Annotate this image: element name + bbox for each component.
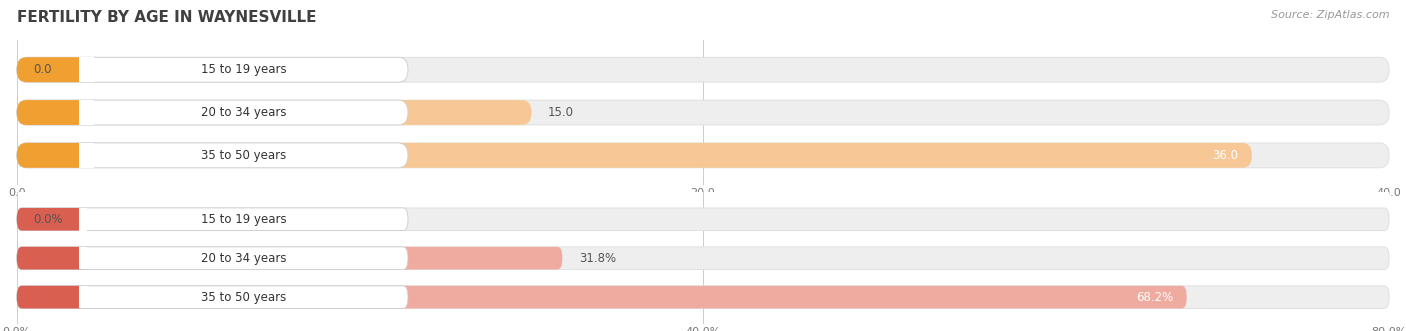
FancyBboxPatch shape <box>17 100 89 125</box>
FancyBboxPatch shape <box>80 208 87 230</box>
Text: 35 to 50 years: 35 to 50 years <box>201 291 287 304</box>
FancyBboxPatch shape <box>17 143 408 168</box>
FancyBboxPatch shape <box>17 286 408 308</box>
Text: 15 to 19 years: 15 to 19 years <box>201 63 287 76</box>
FancyBboxPatch shape <box>17 57 408 82</box>
FancyBboxPatch shape <box>80 247 87 269</box>
FancyBboxPatch shape <box>80 57 94 82</box>
FancyBboxPatch shape <box>17 247 562 269</box>
FancyBboxPatch shape <box>17 286 1187 308</box>
FancyBboxPatch shape <box>17 208 84 230</box>
Text: 31.8%: 31.8% <box>579 252 616 265</box>
Text: 36.0: 36.0 <box>1212 149 1239 162</box>
FancyBboxPatch shape <box>17 57 1389 82</box>
FancyBboxPatch shape <box>17 100 1389 125</box>
Text: FERTILITY BY AGE IN WAYNESVILLE: FERTILITY BY AGE IN WAYNESVILLE <box>17 10 316 25</box>
Text: 68.2%: 68.2% <box>1136 291 1173 304</box>
FancyBboxPatch shape <box>17 100 531 125</box>
FancyBboxPatch shape <box>17 143 1251 168</box>
FancyBboxPatch shape <box>17 208 1389 230</box>
FancyBboxPatch shape <box>17 247 1389 269</box>
FancyBboxPatch shape <box>17 247 408 269</box>
Text: 35 to 50 years: 35 to 50 years <box>201 149 287 162</box>
Text: 15.0: 15.0 <box>548 106 574 119</box>
Text: 15 to 19 years: 15 to 19 years <box>201 213 287 226</box>
FancyBboxPatch shape <box>80 286 87 308</box>
Text: Source: ZipAtlas.com: Source: ZipAtlas.com <box>1271 10 1389 20</box>
Text: 0.0: 0.0 <box>34 63 52 76</box>
FancyBboxPatch shape <box>17 100 408 125</box>
FancyBboxPatch shape <box>17 286 84 308</box>
FancyBboxPatch shape <box>17 57 89 82</box>
FancyBboxPatch shape <box>17 286 1389 308</box>
Text: 20 to 34 years: 20 to 34 years <box>201 106 287 119</box>
FancyBboxPatch shape <box>17 143 1389 168</box>
FancyBboxPatch shape <box>80 143 94 168</box>
Text: 0.0%: 0.0% <box>34 213 63 226</box>
Text: 20 to 34 years: 20 to 34 years <box>201 252 287 265</box>
FancyBboxPatch shape <box>17 208 408 230</box>
FancyBboxPatch shape <box>80 100 94 125</box>
FancyBboxPatch shape <box>17 143 89 168</box>
FancyBboxPatch shape <box>17 247 84 269</box>
